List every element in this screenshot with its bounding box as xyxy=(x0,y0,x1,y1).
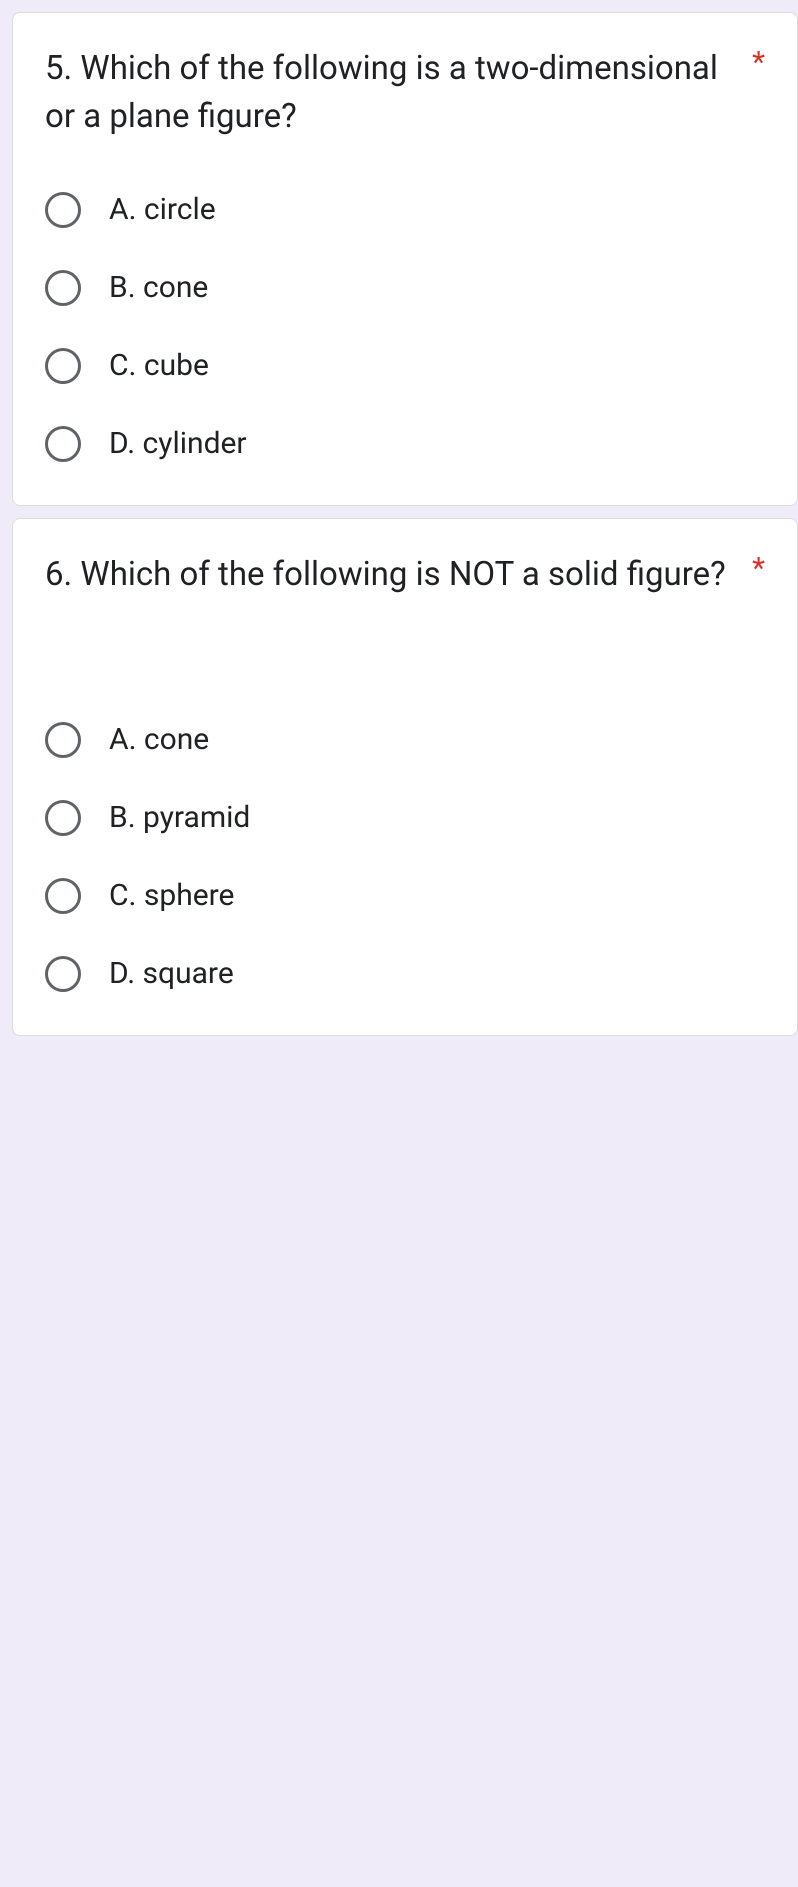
options-list: A. circle B. cone C. cube D. cylinder xyxy=(45,189,765,465)
question-title: 5. Which of the following is a two-dimen… xyxy=(45,45,752,141)
radio-option-c[interactable]: C. sphere xyxy=(45,875,765,917)
question-card-5: 5. Which of the following is a two-dimen… xyxy=(12,12,798,506)
radio-option-a[interactable]: A. circle xyxy=(45,189,765,231)
option-label: D. cylinder xyxy=(109,423,247,465)
radio-icon xyxy=(45,956,81,992)
option-label: A. circle xyxy=(109,189,216,231)
radio-icon xyxy=(45,270,81,306)
question-card-6: 6. Which of the following is NOT a solid… xyxy=(12,518,798,1036)
radio-option-d[interactable]: D. square xyxy=(45,953,765,995)
question-title: 6. Which of the following is NOT a solid… xyxy=(45,551,752,599)
option-label: A. cone xyxy=(109,719,209,761)
option-label: D. square xyxy=(109,953,234,995)
radio-option-c[interactable]: C. cube xyxy=(45,345,765,387)
radio-option-d[interactable]: D. cylinder xyxy=(45,423,765,465)
radio-option-b[interactable]: B. cone xyxy=(45,267,765,309)
option-label: C. cube xyxy=(109,345,209,387)
option-label: C. sphere xyxy=(109,875,234,917)
radio-icon xyxy=(45,722,81,758)
options-list: A. cone B. pyramid C. sphere D. square xyxy=(45,719,765,995)
option-label: B. cone xyxy=(109,267,208,309)
radio-icon xyxy=(45,426,81,462)
radio-icon xyxy=(45,800,81,836)
radio-option-b[interactable]: B. pyramid xyxy=(45,797,765,839)
radio-icon xyxy=(45,878,81,914)
required-asterisk: * xyxy=(752,551,765,587)
option-label: B. pyramid xyxy=(109,797,250,839)
radio-icon xyxy=(45,348,81,384)
radio-option-a[interactable]: A. cone xyxy=(45,719,765,761)
required-asterisk: * xyxy=(752,45,765,81)
question-header: 6. Which of the following is NOT a solid… xyxy=(45,551,765,599)
radio-icon xyxy=(45,192,81,228)
question-header: 5. Which of the following is a two-dimen… xyxy=(45,45,765,141)
